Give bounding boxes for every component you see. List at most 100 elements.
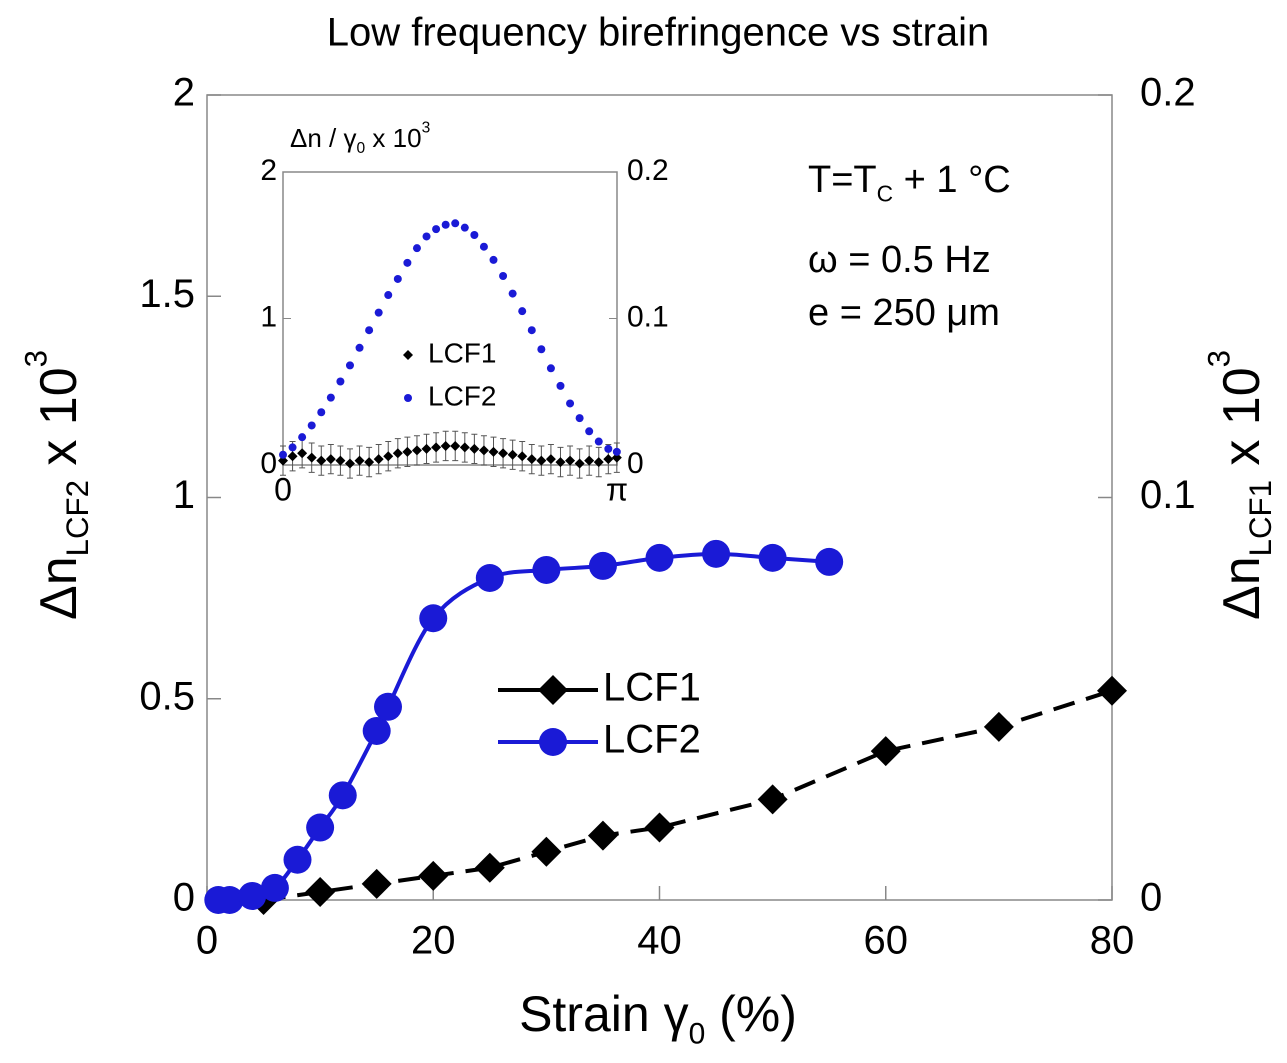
data-point [283, 845, 312, 874]
legend-marker [538, 675, 568, 705]
data-point [531, 836, 562, 867]
inset-point [326, 393, 335, 402]
inset-point [403, 258, 412, 267]
legend-label: LCF1 [603, 666, 701, 710]
inset-point [287, 451, 298, 462]
legend-label: LCF2 [603, 718, 701, 762]
annotation: T=TC + 1 °C [808, 159, 1011, 206]
inset-point [469, 443, 480, 454]
x-tick-label: 40 [637, 919, 682, 963]
inset-point [508, 289, 517, 298]
inset-point [316, 455, 327, 466]
inset-legend-marker [404, 394, 412, 402]
data-point [870, 736, 901, 767]
inset-x-tick-label: π [606, 471, 628, 507]
inset-point [507, 449, 518, 460]
data-point [362, 716, 391, 745]
inset-point [565, 455, 576, 466]
inset-point [470, 230, 479, 239]
inset-point [317, 408, 326, 417]
inset-point [279, 450, 287, 459]
inset-y2-tick-label: 0.1 [627, 300, 669, 333]
data-point [328, 781, 357, 810]
inset-y-tick-label: 1 [260, 300, 277, 333]
inset-point [478, 445, 489, 456]
text-part: x 10 [1213, 367, 1271, 480]
inset-point [546, 364, 555, 373]
data-point [419, 604, 448, 633]
inset-legend-marker [403, 350, 413, 360]
data-point [983, 711, 1014, 742]
inset-point [498, 448, 509, 459]
data-point [815, 547, 844, 576]
data-point [702, 539, 731, 568]
inset-point [555, 457, 566, 468]
inset-point [527, 326, 536, 335]
y-tick-label: 1 [173, 473, 195, 517]
inset-y2-tick-label: 0.2 [627, 154, 669, 187]
x-tick-label: 0 [196, 919, 218, 963]
inset-point [384, 291, 393, 300]
inset-point [431, 442, 442, 453]
inset-point [383, 451, 394, 462]
y2-axis-title: ΔnLCF1 x 103 [1202, 350, 1279, 620]
inset-point [421, 443, 432, 454]
inset-point [488, 446, 499, 457]
inset-y2-tick-label: 0 [627, 447, 644, 480]
inset-point [517, 451, 528, 462]
text-part: 3 [422, 119, 431, 136]
inset-point [604, 444, 613, 453]
text-part: ω = 0.5 Hz [808, 239, 991, 281]
x-tick-label: 20 [411, 919, 456, 963]
data-point [374, 692, 402, 721]
text-part: T=T [808, 159, 877, 201]
data-point [361, 868, 392, 899]
inset-title: Δn / γ0 x 103 [290, 119, 430, 157]
inset-point [603, 454, 614, 465]
inset-point [411, 445, 422, 456]
y2-tick-label: 0.1 [1140, 473, 1196, 517]
text-part: C [877, 180, 893, 206]
inset-point [307, 421, 316, 430]
inset-point [459, 442, 470, 453]
data-point [418, 860, 449, 891]
inset-point [278, 455, 288, 466]
data-point [1097, 675, 1127, 706]
inset-point [412, 244, 421, 253]
data-point [588, 551, 617, 580]
inset-y-tick-label: 2 [260, 154, 277, 187]
inset-legend-label: LCF1 [428, 337, 496, 368]
inset-point [393, 274, 402, 283]
inset-point [432, 225, 441, 234]
text-part: 3 [1202, 350, 1237, 367]
inset-point [545, 454, 556, 465]
inset-point [365, 326, 374, 335]
annotation: e = 250 μm [808, 292, 1000, 334]
inset-point [325, 454, 336, 465]
inset-point [584, 455, 595, 466]
inset-point [556, 381, 565, 390]
text-part: x 10 [30, 367, 88, 480]
inset-point [518, 307, 527, 316]
text-part: 0 [689, 1017, 706, 1050]
inset-point [298, 433, 307, 442]
text-part: Δn / γ [290, 123, 357, 153]
inset-point [536, 455, 547, 466]
text-part: x 10 [365, 123, 421, 153]
inset-point [440, 440, 451, 451]
inset-point [364, 457, 375, 468]
inset-point [566, 399, 575, 408]
inset-point [402, 446, 413, 457]
data-point [532, 555, 561, 584]
inset-point [345, 361, 354, 370]
data-point [644, 812, 675, 843]
text-part: 3 [19, 350, 54, 367]
data-point [475, 564, 504, 592]
inset-frame [282, 171, 618, 466]
x-tick-label: 80 [1090, 919, 1135, 963]
data-point [260, 873, 289, 902]
plot-frame [206, 94, 1113, 901]
inset-point [479, 242, 488, 251]
inset-point [336, 377, 345, 386]
